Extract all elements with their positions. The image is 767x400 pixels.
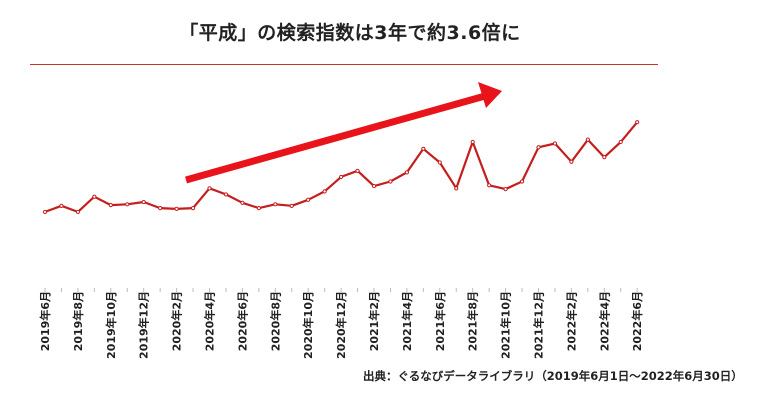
data-point xyxy=(569,159,574,164)
data-point xyxy=(306,197,311,202)
x-tick-label: 2019年8月 xyxy=(71,291,85,351)
x-tick-label: 2022年4月 xyxy=(597,291,611,351)
x-tick-label: 2020年12月 xyxy=(334,291,348,359)
data-point xyxy=(256,206,261,211)
x-tick-label: 2019年10月 xyxy=(104,291,118,359)
x-tick-label: 2021年10月 xyxy=(499,291,513,359)
data-point xyxy=(454,186,459,191)
x-tick-label: 2021年4月 xyxy=(400,291,414,351)
data-point xyxy=(552,141,558,146)
data-point xyxy=(75,209,81,215)
x-tick-label: 2019年6月 xyxy=(38,291,52,351)
series-points xyxy=(42,120,640,215)
data-point xyxy=(141,199,146,205)
data-point xyxy=(388,179,393,184)
data-point xyxy=(125,202,130,207)
data-point xyxy=(536,145,541,150)
trend-arrow-head xyxy=(478,82,502,108)
data-point xyxy=(487,183,492,188)
data-point xyxy=(174,206,179,211)
data-point xyxy=(322,189,327,194)
data-point xyxy=(240,200,245,205)
data-point xyxy=(92,194,97,199)
data-point xyxy=(585,137,590,142)
data-point xyxy=(437,160,442,165)
x-tick-label: 2021年6月 xyxy=(433,291,447,351)
data-point xyxy=(207,186,212,191)
data-point xyxy=(404,170,409,175)
data-point xyxy=(470,139,475,145)
data-point xyxy=(158,206,163,211)
data-point xyxy=(289,203,294,208)
x-axis-tick-labels: 2019年6月 2019年8月 2019年10月 2019年12月 2020年2月 202… xyxy=(38,291,644,359)
data-point xyxy=(223,192,229,197)
x-tick-label: 2020年2月 xyxy=(170,291,184,351)
data-point xyxy=(618,139,623,145)
data-point xyxy=(59,203,64,208)
data-point xyxy=(42,209,48,215)
x-tick-label: 2021年12月 xyxy=(532,291,546,359)
x-axis-ticks xyxy=(44,288,638,292)
x-tick-label: 2019年12月 xyxy=(137,291,151,359)
trend-arrow xyxy=(185,92,486,184)
x-tick-label: 2021年2月 xyxy=(367,291,381,351)
data-point xyxy=(519,179,525,184)
data-point xyxy=(190,206,196,211)
data-point xyxy=(421,146,426,151)
source-note: 出典：ぐるなびデータライブラリ（2019年6月1日〜2022年6月30日） xyxy=(363,369,743,383)
x-tick-label: 2020年6月 xyxy=(235,291,249,351)
x-tick-label: 2020年10月 xyxy=(301,291,315,359)
data-point xyxy=(371,183,377,189)
chart-title: 「平成」の検索指数は3年で約3.6倍に xyxy=(179,22,521,44)
data-point xyxy=(602,155,607,160)
x-tick-label: 2022年2月 xyxy=(564,291,578,351)
data-point xyxy=(273,202,278,207)
data-point xyxy=(339,174,344,180)
data-point xyxy=(635,120,640,125)
data-point xyxy=(503,187,508,192)
x-tick-label: 2020年4月 xyxy=(203,291,217,351)
x-tick-label: 2020年8月 xyxy=(268,291,282,351)
data-point xyxy=(355,168,360,173)
data-point xyxy=(108,202,113,208)
title-divider xyxy=(30,64,658,65)
x-tick-label: 2022年6月 xyxy=(630,291,644,351)
x-tick-label: 2021年8月 xyxy=(466,291,480,351)
